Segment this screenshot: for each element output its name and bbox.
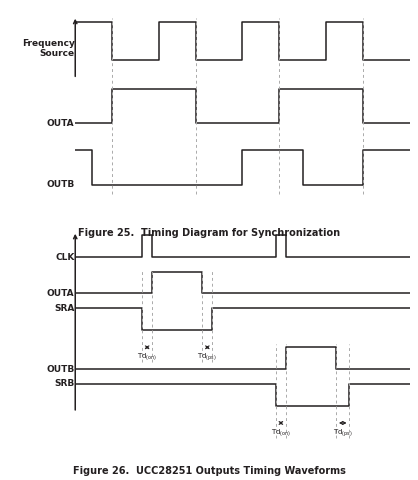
Text: $\mathregular{Td_{(on)}}$: $\mathregular{Td_{(on)}}$ — [271, 427, 291, 438]
Text: Figure 25.  Timing Diagram for Synchronization: Figure 25. Timing Diagram for Synchroniz… — [78, 228, 340, 238]
Text: Frequency
Source: Frequency Source — [22, 39, 74, 58]
Text: OUTB: OUTB — [46, 365, 74, 373]
Text: Figure 26.  UCC28251 Outputs Timing Waveforms: Figure 26. UCC28251 Outputs Timing Wavef… — [73, 466, 345, 476]
Text: $\mathregular{Td_{(on)}}$: $\mathregular{Td_{(on)}}$ — [137, 352, 157, 362]
Text: SRA: SRA — [54, 303, 74, 312]
Text: $\mathregular{Td_{(ps)}}$: $\mathregular{Td_{(ps)}}$ — [197, 352, 217, 362]
Text: OUTB: OUTB — [46, 180, 74, 189]
Text: SRB: SRB — [54, 379, 74, 388]
Text: CLK: CLK — [55, 252, 74, 262]
Text: OUTA: OUTA — [47, 119, 74, 128]
Text: $\mathregular{Td_{(ps)}}$: $\mathregular{Td_{(ps)}}$ — [333, 427, 353, 438]
Text: OUTA: OUTA — [47, 289, 74, 298]
